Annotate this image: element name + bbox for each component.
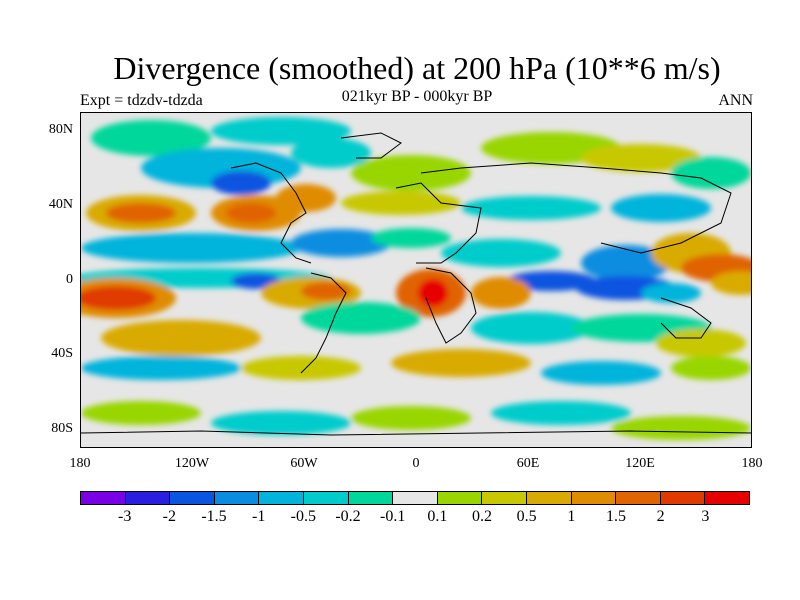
- colorbar-swatch: [482, 492, 527, 504]
- colorbar-label: 0.5: [516, 508, 537, 525]
- colorbar-swatch: [81, 492, 126, 504]
- colorbar-swatch: [616, 492, 661, 504]
- divergence-field: [81, 113, 751, 447]
- colorbar-swatch: [259, 492, 304, 504]
- colorbar-label: 1.5: [606, 508, 626, 525]
- colorbar-swatch: [303, 492, 349, 504]
- colorbar-swatch: [125, 492, 171, 504]
- colorbar: [80, 491, 750, 505]
- lat-tick-label: 80S: [51, 421, 73, 436]
- colorbar-swatch: [526, 492, 572, 504]
- map-plot-area: [80, 112, 752, 448]
- colorbar-swatch: [214, 492, 260, 504]
- lat-tick-label: 0: [66, 272, 73, 287]
- map-title: Divergence (smoothed) at 200 hPa (10**6 …: [113, 50, 721, 86]
- coastline-overlay: [81, 132, 751, 436]
- colorbar-label: 2: [656, 508, 665, 525]
- lon-tick-label: 180: [741, 456, 763, 471]
- lon-tick-label: 60W: [290, 456, 318, 471]
- colorbar-swatch: [705, 492, 749, 504]
- colorbar-swatch: [571, 492, 617, 504]
- lat-tick-label: 40S: [51, 346, 73, 361]
- season-label: ANN: [718, 92, 753, 109]
- colorbar-label: -0.1: [379, 508, 406, 525]
- colorbar-label: 3: [701, 508, 710, 525]
- colorbar-label: -1.5: [201, 508, 227, 525]
- lat-tick-label: 40N: [48, 197, 73, 212]
- colorbar-label: -0.5: [290, 508, 316, 525]
- period-label: 021kyr BP - 000kyr BP: [341, 88, 493, 105]
- colorbar-label: -2: [162, 508, 176, 525]
- lon-tick-label: 120W: [174, 456, 210, 471]
- colorbar-label: 0.1: [427, 508, 448, 525]
- colorbar-swatch: [348, 492, 394, 504]
- experiment-label: Expt = tdzdv-tdzda: [80, 92, 203, 109]
- colorbar-label: -1: [251, 508, 266, 525]
- colorbar-swatch: [170, 492, 215, 504]
- lon-tick-label: 120E: [625, 456, 655, 471]
- lon-tick-label: 60E: [516, 456, 540, 471]
- colorbar-label: 0.2: [472, 508, 492, 525]
- colorbar-label: -0.2: [335, 508, 361, 525]
- colorbar-swatch: [660, 492, 706, 504]
- colorbar-label: -3: [117, 508, 132, 525]
- colorbar-swatch: [393, 492, 438, 504]
- lon-tick-label: 180: [69, 456, 91, 471]
- lat-tick-label: 80N: [48, 122, 73, 137]
- colorbar-swatch: [437, 492, 483, 504]
- lon-tick-label: 0: [412, 456, 420, 471]
- colorbar-label: 1: [567, 508, 576, 525]
